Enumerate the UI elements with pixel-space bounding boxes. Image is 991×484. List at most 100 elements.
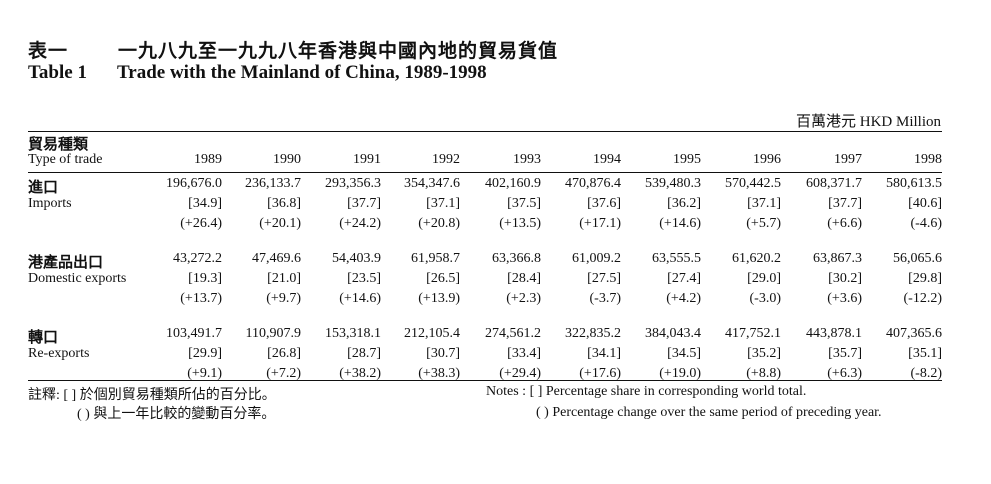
- percentage-change-cell: (+20.8): [418, 216, 460, 231]
- percentage-change-cell: (+14.6): [339, 291, 381, 306]
- notes-english-line2: ( ) Percentage change over the same peri…: [536, 405, 882, 420]
- percentage-change-cell: (+6.3): [827, 366, 862, 381]
- percentage-share-cell: [36.2]: [667, 196, 701, 211]
- percentage-share-cell: [34.5]: [667, 346, 701, 361]
- percentage-share-cell: [40.6]: [908, 196, 942, 211]
- percentage-change-cell: (+17.1): [579, 216, 621, 231]
- unit-label: 百萬港元 HKD Million: [795, 114, 941, 130]
- trade-value-cell: 54,403.9: [332, 251, 381, 266]
- trade-value-cell: 354,347.6: [404, 176, 460, 191]
- year-header: 1998: [914, 152, 942, 167]
- percentage-share-cell: [34.9]: [188, 196, 222, 211]
- row-label-en: Domestic exports: [28, 271, 127, 286]
- percentage-change-cell: (+7.2): [266, 366, 301, 381]
- type-of-trade-zh: 貿易種類: [28, 137, 89, 153]
- percentage-change-cell: (-3.7): [589, 291, 622, 306]
- percentage-share-cell: [35.1]: [908, 346, 942, 361]
- percentage-share-cell: [29.9]: [188, 346, 222, 361]
- trade-value-cell: 153,318.1: [325, 326, 381, 341]
- percentage-change-cell: (+8.8): [746, 366, 781, 381]
- trade-value-cell: 274,561.2: [485, 326, 541, 341]
- trade-value-cell: 56,065.6: [893, 251, 942, 266]
- trade-value-cell: 63,555.5: [652, 251, 701, 266]
- notes-chinese-line2: ( ) 與上一年比較的變動百分率。: [77, 407, 276, 422]
- percentage-change-cell: (-4.6): [910, 216, 943, 231]
- percentage-change-cell: (-8.2): [910, 366, 943, 381]
- trade-value-cell: 110,907.9: [245, 326, 301, 341]
- notes-english-line1: Notes : [ ] Percentage share in correspo…: [486, 384, 806, 400]
- percentage-share-cell: [29.0]: [747, 271, 781, 286]
- percentage-share-cell: [37.6]: [587, 196, 621, 211]
- trade-value-cell: 61,620.2: [732, 251, 781, 266]
- percentage-share-cell: [28.7]: [347, 346, 381, 361]
- trade-value-cell: 212,105.4: [404, 326, 460, 341]
- row-label-zh: 進口: [28, 180, 59, 196]
- percentage-share-cell: [21.0]: [267, 271, 301, 286]
- percentage-change-cell: (+4.2): [666, 291, 701, 306]
- percentage-share-cell: [37.7]: [347, 196, 381, 211]
- percentage-change-cell: (+13.7): [180, 291, 222, 306]
- row-label-zh: 轉口: [28, 330, 59, 346]
- percentage-change-cell: (+13.9): [418, 291, 460, 306]
- header-rule: [28, 172, 942, 173]
- percentage-share-cell: [23.5]: [347, 271, 381, 286]
- percentage-change-cell: (+29.4): [499, 366, 541, 381]
- type-of-trade-en: Type of trade: [28, 152, 103, 167]
- percentage-share-cell: [28.4]: [507, 271, 541, 286]
- top-rule: [28, 131, 942, 132]
- percentage-change-cell: (+13.5): [499, 216, 541, 231]
- percentage-share-cell: [37.1]: [747, 196, 781, 211]
- notes-chinese-text1: [ ] 於個別貿易種類所佔的百分比。: [63, 388, 276, 403]
- trade-value-cell: 570,442.5: [725, 176, 781, 191]
- percentage-share-cell: [26.8]: [267, 346, 301, 361]
- percentage-change-cell: (+3.6): [827, 291, 862, 306]
- percentage-share-cell: [27.4]: [667, 271, 701, 286]
- trade-value-cell: 196,676.0: [166, 176, 222, 191]
- year-header: 1989: [194, 152, 222, 167]
- title-chinese: 表一 一九八九至一九九八年香港與中國內地的貿易貨值: [28, 36, 558, 63]
- notes-english-prefix: Notes :: [486, 384, 527, 399]
- trade-value-cell: 608,371.7: [806, 176, 862, 191]
- percentage-share-cell: [27.5]: [587, 271, 621, 286]
- trade-value-cell: 402,160.9: [485, 176, 541, 191]
- percentage-share-cell: [34.1]: [587, 346, 621, 361]
- percentage-change-cell: (+6.6): [827, 216, 862, 231]
- bottom-rule: [28, 380, 942, 381]
- trade-value-cell: 539,480.3: [645, 176, 701, 191]
- trade-value-cell: 322,835.2: [565, 326, 621, 341]
- percentage-share-cell: [30.7]: [426, 346, 460, 361]
- row-label-en: Re-exports: [28, 346, 90, 361]
- trade-value-cell: 236,133.7: [245, 176, 301, 191]
- percentage-change-cell: (+24.2): [339, 216, 381, 231]
- trade-value-cell: 384,043.4: [645, 326, 701, 341]
- percentage-change-cell: (+9.7): [266, 291, 301, 306]
- trade-value-cell: 293,356.3: [325, 176, 381, 191]
- row-label-en: Imports: [28, 196, 72, 211]
- percentage-change-cell: (-12.2): [903, 291, 943, 306]
- percentage-change-cell: (+38.2): [339, 366, 381, 381]
- trade-value-cell: 43,272.2: [173, 251, 222, 266]
- percentage-share-cell: [30.2]: [828, 271, 862, 286]
- percentage-change-cell: (+2.3): [506, 291, 541, 306]
- trade-value-cell: 63,366.8: [492, 251, 541, 266]
- percentage-share-cell: [29.8]: [908, 271, 942, 286]
- percentage-change-cell: (+19.0): [659, 366, 701, 381]
- percentage-share-cell: [26.5]: [426, 271, 460, 286]
- year-header: 1992: [432, 152, 460, 167]
- trade-value-cell: 47,469.6: [252, 251, 301, 266]
- notes-english-text1: [ ] Percentage share in corresponding wo…: [529, 384, 807, 399]
- trade-value-cell: 580,613.5: [886, 176, 942, 191]
- trade-value-cell: 443,878.1: [806, 326, 862, 341]
- percentage-change-cell: (+5.7): [746, 216, 781, 231]
- year-header: 1990: [273, 152, 301, 167]
- trade-value-cell: 407,365.6: [886, 326, 942, 341]
- percentage-share-cell: [37.5]: [507, 196, 541, 211]
- percentage-share-cell: [35.2]: [747, 346, 781, 361]
- trade-value-cell: 103,491.7: [166, 326, 222, 341]
- title-english: Table 1 Trade with the Mainland of China,…: [28, 62, 487, 84]
- percentage-share-cell: [37.1]: [426, 196, 460, 211]
- percentage-change-cell: (+17.6): [579, 366, 621, 381]
- percentage-change-cell: (+38.3): [418, 366, 460, 381]
- notes-chinese-prefix: 註釋:: [28, 388, 60, 403]
- percentage-share-cell: [37.7]: [828, 196, 862, 211]
